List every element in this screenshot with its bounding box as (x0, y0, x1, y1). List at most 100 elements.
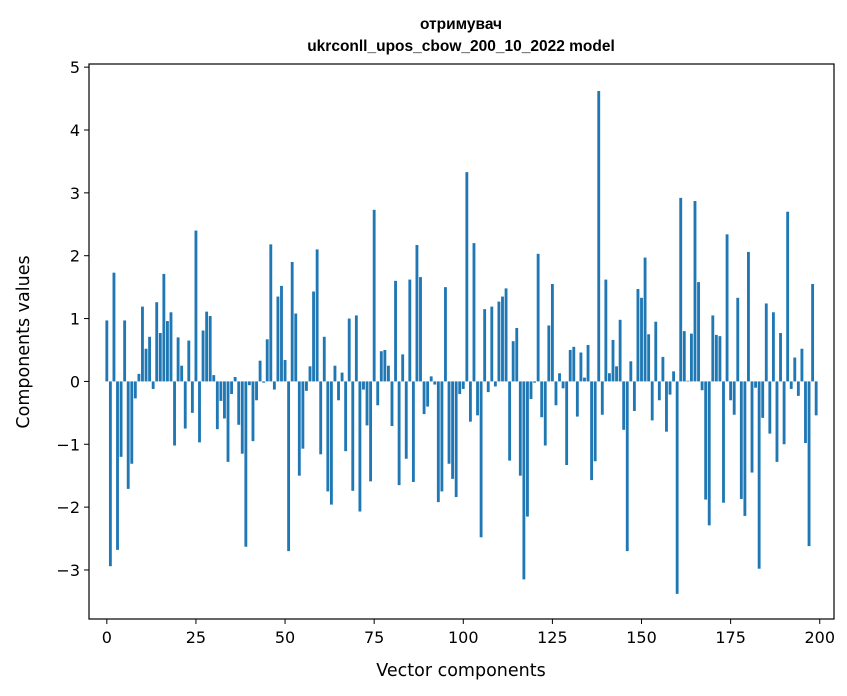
bar (290, 261, 294, 382)
bars-group (105, 91, 818, 594)
bar (183, 381, 187, 429)
y-tick-label: 4 (70, 121, 80, 140)
bar (436, 381, 440, 503)
bar (600, 381, 604, 415)
bar (554, 381, 558, 406)
bar (294, 313, 298, 382)
bar (198, 381, 201, 443)
bar (768, 381, 772, 434)
bar (237, 381, 241, 425)
bar (565, 381, 569, 466)
bar (344, 381, 348, 452)
bar (226, 381, 230, 462)
bar (312, 291, 315, 382)
bar (433, 381, 437, 385)
bar (561, 381, 565, 389)
bar (493, 381, 497, 387)
bar (775, 381, 779, 462)
bar (426, 381, 430, 407)
bar (269, 244, 273, 382)
bar (636, 289, 640, 382)
bar (379, 351, 383, 382)
bar (622, 381, 626, 430)
bar (501, 296, 504, 382)
bar (251, 381, 255, 442)
bar (640, 297, 643, 382)
bar (322, 336, 326, 382)
bar (650, 381, 654, 421)
bar (572, 346, 576, 382)
x-tick-label: 200 (804, 628, 835, 647)
bar (447, 381, 451, 464)
bar (529, 381, 533, 400)
bar (782, 381, 786, 445)
bar (476, 381, 479, 416)
bar (568, 349, 572, 382)
bar (265, 339, 269, 382)
bar (583, 377, 586, 382)
y-axis-ticks: −3 −2 −1 0 1 2 3 4 5 (56, 58, 89, 580)
bar (123, 320, 127, 382)
bar (668, 381, 672, 395)
bar (689, 333, 693, 382)
bar (187, 340, 191, 382)
bar (151, 381, 155, 389)
bar (682, 331, 686, 382)
bar (608, 373, 611, 382)
bar (244, 381, 248, 547)
bar (526, 381, 529, 517)
bar (796, 381, 800, 396)
bar (611, 339, 615, 382)
bar (148, 336, 152, 382)
bar (240, 381, 244, 454)
bar (173, 381, 176, 446)
bar (415, 245, 419, 382)
bar (176, 337, 180, 382)
bar (144, 348, 148, 382)
bar (593, 381, 597, 462)
bar (754, 381, 757, 388)
bar (540, 381, 544, 418)
bar (404, 381, 408, 459)
bar (800, 348, 804, 382)
bar (707, 381, 711, 526)
bar (158, 333, 162, 382)
bar (618, 319, 622, 382)
bar (533, 381, 536, 383)
bar (162, 273, 166, 382)
bar (287, 381, 291, 552)
bar (454, 381, 458, 498)
bar (468, 381, 472, 422)
bar (518, 381, 522, 476)
bar (747, 251, 750, 382)
bar (137, 373, 141, 382)
y-axis-label: Components values (14, 255, 34, 428)
bar (315, 249, 319, 382)
bar (665, 381, 668, 432)
bar (604, 279, 608, 382)
bar (672, 371, 676, 382)
bar (629, 361, 633, 382)
bar (686, 380, 690, 382)
y-tick-label: 3 (70, 184, 80, 203)
bar (429, 376, 433, 382)
bar (718, 336, 722, 382)
bar (319, 381, 323, 455)
bar (511, 341, 515, 382)
bar (725, 234, 729, 382)
bar (543, 381, 547, 446)
bar (326, 381, 330, 492)
bar (297, 381, 301, 476)
bar (761, 381, 765, 418)
bar (793, 357, 797, 382)
bar (351, 381, 355, 491)
bar (116, 381, 119, 550)
x-tick-label: 125 (537, 628, 568, 647)
bar (383, 349, 387, 382)
y-tick-label: 5 (70, 58, 80, 77)
bar (133, 381, 137, 399)
bar (458, 381, 462, 394)
x-tick-label: 175 (715, 628, 746, 647)
bar (632, 381, 636, 411)
bar (693, 201, 697, 382)
